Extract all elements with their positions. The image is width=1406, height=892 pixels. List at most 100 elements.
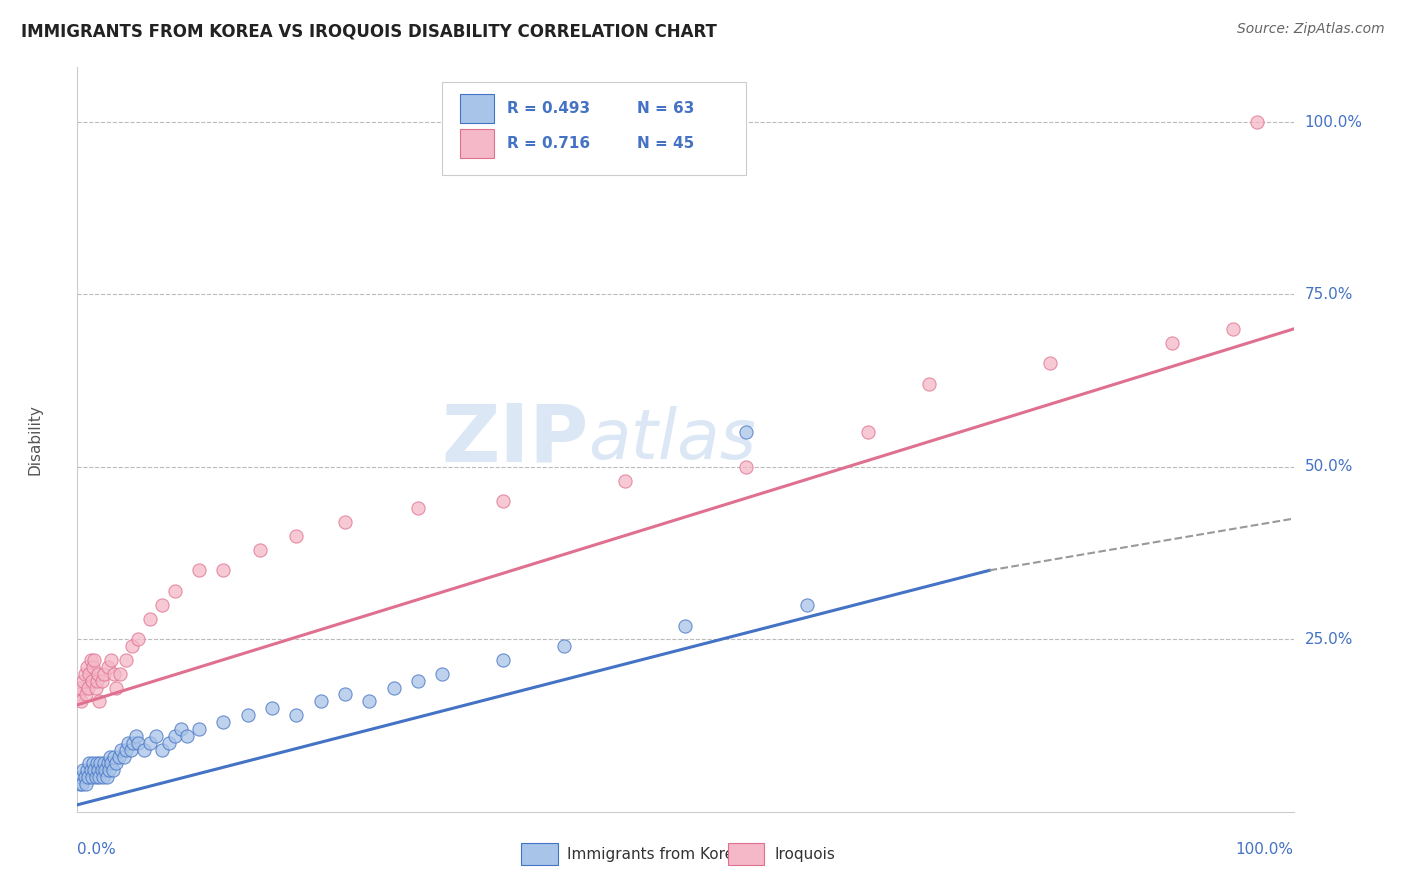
Point	[103, 749, 125, 764]
Point	[69, 777, 91, 791]
Point	[170, 722, 193, 736]
Point	[236, 708, 259, 723]
Point	[105, 681, 128, 695]
Point	[72, 673, 94, 688]
Point	[309, 694, 332, 708]
Point	[333, 688, 356, 702]
Point	[382, 681, 405, 695]
Point	[176, 729, 198, 743]
Text: 75.0%: 75.0%	[1305, 287, 1353, 302]
Point	[127, 736, 149, 750]
Point	[108, 666, 131, 681]
Point	[83, 653, 105, 667]
Point	[80, 764, 103, 778]
Point	[735, 459, 758, 474]
Point	[97, 756, 120, 771]
Point	[86, 756, 108, 771]
Point	[492, 653, 515, 667]
Point	[80, 673, 103, 688]
Point	[1039, 356, 1062, 370]
Text: R = 0.716: R = 0.716	[506, 136, 589, 151]
Point	[90, 673, 112, 688]
Text: R = 0.493: R = 0.493	[506, 101, 589, 116]
Point	[127, 632, 149, 647]
Point	[406, 501, 429, 516]
Point	[163, 584, 186, 599]
Point	[120, 742, 142, 756]
Point	[67, 688, 90, 702]
Point	[96, 770, 118, 784]
FancyBboxPatch shape	[441, 82, 747, 175]
Point	[73, 666, 96, 681]
Point	[125, 729, 148, 743]
Point	[70, 694, 93, 708]
Text: Source: ZipAtlas.com: Source: ZipAtlas.com	[1237, 22, 1385, 37]
Point	[100, 653, 122, 667]
Bar	[728, 843, 765, 865]
Point	[72, 764, 94, 778]
Point	[613, 474, 636, 488]
Point	[112, 749, 135, 764]
Point	[163, 729, 186, 743]
Point	[117, 736, 139, 750]
Point	[139, 736, 162, 750]
Point	[82, 660, 104, 674]
Point	[93, 666, 115, 681]
Point	[107, 749, 129, 764]
Point	[73, 770, 96, 784]
Text: atlas: atlas	[588, 406, 756, 473]
Point	[1222, 322, 1244, 336]
Point	[553, 639, 575, 653]
Point	[856, 425, 879, 440]
Point	[430, 666, 453, 681]
Text: 100.0%: 100.0%	[1236, 842, 1294, 857]
Point	[86, 673, 108, 688]
Text: 100.0%: 100.0%	[1305, 114, 1362, 129]
Point	[89, 694, 111, 708]
Point	[333, 515, 356, 529]
Point	[121, 639, 143, 653]
Bar	[522, 843, 558, 865]
Point	[152, 598, 174, 612]
Point	[152, 742, 174, 756]
Point	[145, 729, 167, 743]
Point	[285, 529, 308, 543]
Point	[188, 563, 211, 577]
Bar	[460, 95, 495, 123]
Point	[675, 618, 697, 632]
Point	[89, 756, 111, 771]
Point	[82, 756, 104, 771]
Point	[87, 764, 110, 778]
Point	[359, 694, 381, 708]
Point	[260, 701, 283, 715]
Point	[80, 770, 103, 784]
Point	[139, 612, 162, 626]
Point	[122, 736, 145, 750]
Point	[98, 749, 121, 764]
Point	[89, 770, 111, 784]
Point	[75, 777, 97, 791]
Point	[285, 708, 308, 723]
Point	[796, 598, 818, 612]
Point	[83, 764, 105, 778]
Point	[79, 666, 101, 681]
Bar	[460, 129, 495, 158]
Point	[75, 688, 97, 702]
Point	[103, 666, 125, 681]
Text: 0.0%: 0.0%	[77, 842, 117, 857]
Point	[100, 756, 122, 771]
Point	[212, 714, 235, 729]
Point	[918, 377, 941, 392]
Point	[1246, 115, 1268, 129]
Point	[115, 742, 138, 756]
Point	[134, 742, 156, 756]
Point	[406, 673, 429, 688]
Point	[77, 770, 100, 784]
Text: Disability: Disability	[27, 404, 42, 475]
Point	[79, 756, 101, 771]
Point	[87, 666, 110, 681]
Point	[188, 722, 211, 736]
Text: 50.0%: 50.0%	[1305, 459, 1353, 475]
Text: N = 45: N = 45	[637, 136, 695, 151]
Point	[97, 660, 120, 674]
